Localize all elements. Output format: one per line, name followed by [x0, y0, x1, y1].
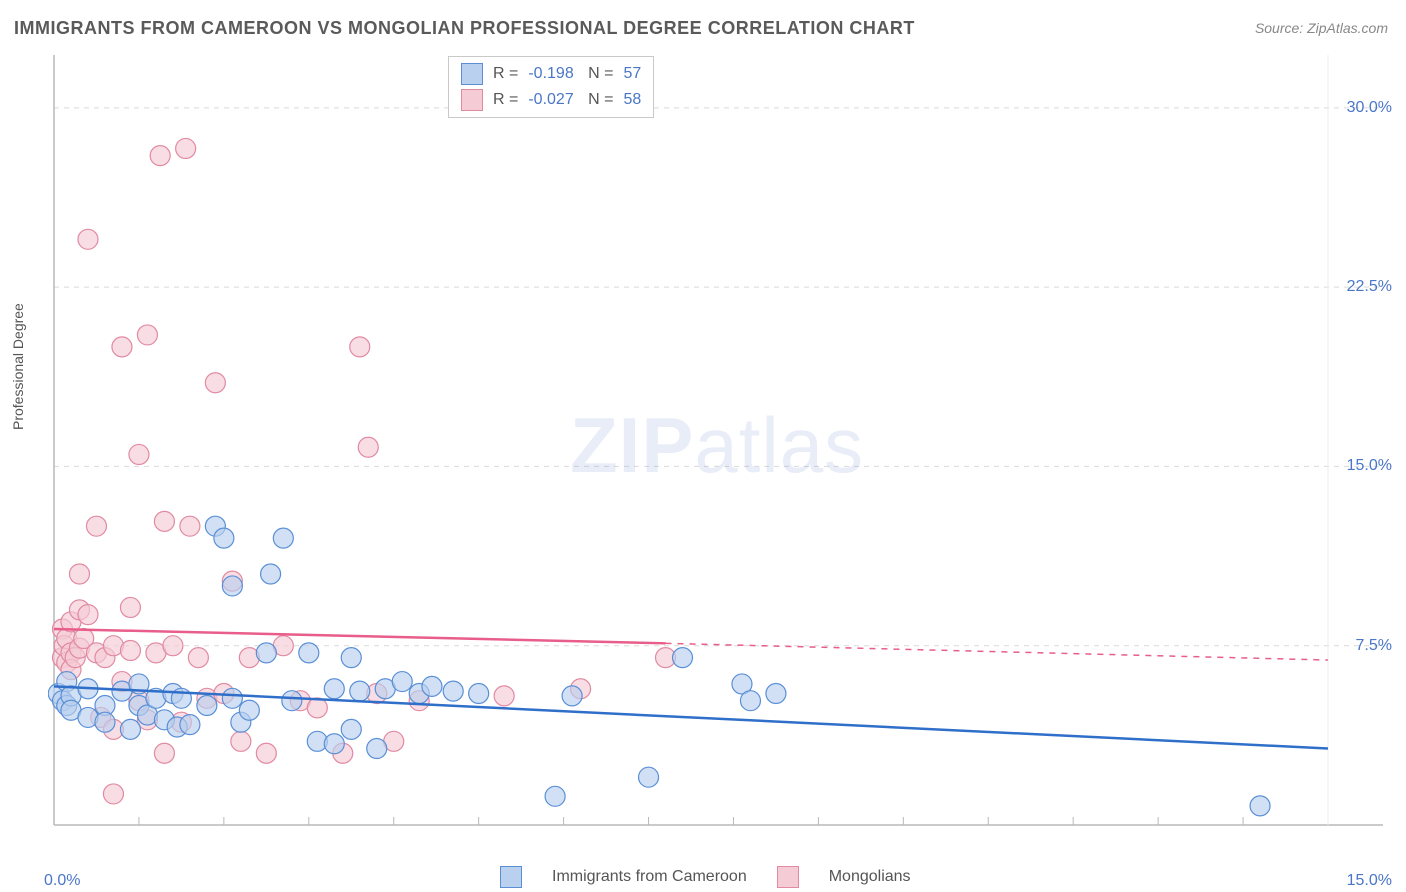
- y-axis-tick: 7.5%: [1356, 637, 1392, 655]
- legend-n-label: N =: [584, 65, 614, 83]
- legend-row-series-1: R = -0.198 N = 57: [461, 61, 641, 87]
- correlation-legend: R = -0.198 N = 57 R = -0.027 N = 58: [448, 56, 654, 118]
- x-axis-tick-min: 0.0%: [44, 872, 80, 890]
- legend-n-value-1: 57: [624, 65, 642, 83]
- y-axis-tick: 22.5%: [1347, 278, 1392, 296]
- series-legend: Immigrants from Cameroon Mongolians: [500, 866, 911, 888]
- legend-n-label: N =: [584, 91, 614, 109]
- y-axis-tick: 15.0%: [1347, 457, 1392, 475]
- legend-swatch-2: [461, 89, 483, 111]
- legend-bottom-swatch-1: [500, 866, 522, 888]
- y-axis-label: Professional Degree: [10, 303, 26, 430]
- source-attribution: Source: ZipAtlas.com: [1255, 20, 1388, 36]
- legend-r-value-2: -0.027: [528, 91, 573, 109]
- x-axis-tick-max: 15.0%: [1347, 872, 1392, 890]
- legend-row-series-2: R = -0.027 N = 58: [461, 87, 641, 113]
- scatter-chart-svg: [48, 55, 1388, 845]
- legend-r-label: R =: [493, 91, 518, 109]
- chart-title: IMMIGRANTS FROM CAMEROON VS MONGOLIAN PR…: [14, 18, 915, 39]
- legend-r-value-1: -0.198: [528, 65, 573, 83]
- legend-swatch-1: [461, 63, 483, 85]
- legend-bottom-label-2: Mongolians: [829, 868, 911, 886]
- y-axis-tick: 30.0%: [1347, 99, 1392, 117]
- legend-bottom-swatch-2: [777, 866, 799, 888]
- legend-r-label: R =: [493, 65, 518, 83]
- chart-plot-area: [48, 55, 1388, 845]
- legend-n-value-2: 58: [624, 91, 642, 109]
- legend-bottom-label-1: Immigrants from Cameroon: [552, 868, 747, 886]
